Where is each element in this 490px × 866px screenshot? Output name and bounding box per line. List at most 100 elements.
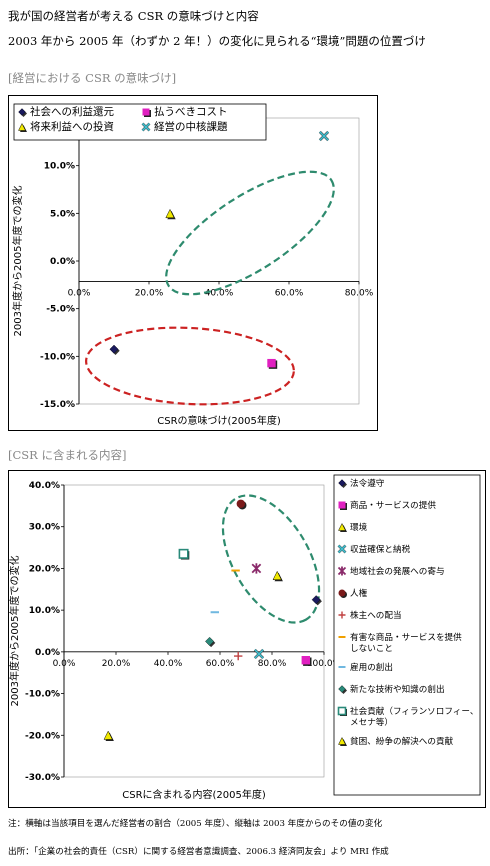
chart1-highlight-ellipse: [85, 326, 295, 406]
marker-shape: [272, 570, 282, 580]
chart1-y-tick-label: -10.0%: [40, 352, 75, 362]
chart2-legend-label: 有害な商品・サービスを提供: [350, 631, 462, 643]
marker-shape: [337, 544, 347, 554]
chart2-legend-marker: [338, 479, 347, 488]
marker-shape: [109, 344, 119, 354]
chart2-svg: 0.0% 20.0% 40.0% 60.0% 80.0% 100.0% -30.0% -20.…: [8, 474, 481, 801]
chart1-legend-marker: [18, 108, 27, 117]
chart1-svg: 0.0% 20.0% 40.0% 60.0% 80.0% -15.0% -10.0% -5.0…: [11, 103, 374, 427]
chart2-y-tick-label: -30.0%: [25, 773, 60, 783]
chart1-y-tick-label: 5.0%: [50, 209, 75, 219]
chart2-legend-label: しないこと: [350, 643, 393, 654]
chart1-x-tick-label: 80.0%: [345, 288, 374, 298]
chart2-y-tick-label: -20.0%: [25, 731, 60, 741]
chart2-x-tick-label: 40.0%: [154, 659, 183, 669]
chart2-x-axis-label: CSRに含まれる内容(2005年度): [122, 788, 266, 801]
chart1-y-tick-label: -5.0%: [46, 305, 75, 315]
chart2-y-tick-label: 20.0%: [29, 564, 60, 574]
chart2-panel: 0.0% 20.0% 40.0% 60.0% 80.0% 100.0% -30.0% -20.…: [8, 470, 486, 808]
chart2-legend-label: 地域社会の発展への寄与: [350, 565, 445, 577]
chart1-x-tick-label: 20.0%: [135, 288, 164, 298]
marker-shape: [337, 706, 347, 716]
chart2-data-point: [236, 499, 247, 510]
footer-note: 注：横軸は当該項目を選んだ経営者の割合（2005 年度）、縦軸は 2003 年度…: [8, 819, 383, 829]
chart2-legend-marker: [338, 611, 346, 619]
marker-shape: [338, 736, 346, 745]
marker-shape: [254, 649, 264, 659]
chart2-legend-marker: [337, 566, 347, 576]
marker-shape: [267, 358, 276, 368]
chart2-legend-label: 人権: [350, 587, 368, 599]
chart2-data-point: [251, 563, 262, 574]
page-subtitle: 2003 年から 2005 年（わずか 2 年！）の変化に見られる“環境”問題の…: [8, 34, 426, 48]
chart2-x-tick-label: 0.0%: [53, 659, 76, 669]
chart2-y-tick-label: 40.0%: [29, 481, 60, 491]
chart1-highlight-ellipse: [165, 170, 335, 296]
chart1-y-tick-label: 10.0%: [44, 162, 75, 172]
chart1-legend-marker: [18, 122, 27, 132]
chart1-legend-marker: [141, 122, 151, 132]
chart2-data-point: [234, 651, 243, 661]
chart1-data-point: [109, 344, 120, 355]
chart2-legend-label: 法令遵守: [350, 477, 385, 489]
chart2-legend-marker: [338, 589, 347, 598]
marker-shape: [251, 563, 262, 574]
marker-shape: [319, 131, 329, 141]
chart2-data-point: [311, 595, 322, 606]
chart1-y-axis-label: 2003年度から2005年度での変化: [11, 186, 24, 337]
marker-shape: [142, 108, 150, 116]
chart2-y-tick-label: -10.0%: [25, 690, 60, 700]
marker-shape: [18, 122, 26, 131]
marker-shape: [338, 522, 346, 531]
chart2-x-tick-label: 80.0%: [258, 659, 287, 669]
chart2-legend-marker: [338, 685, 347, 694]
chart2-legend-marker: [337, 706, 347, 716]
chart1-x-tick-label: 60.0%: [275, 288, 304, 298]
chart2-data-point: [178, 548, 190, 560]
chart2-data-point: [205, 636, 216, 648]
marker-shape: [141, 122, 151, 132]
chart2-x-tick-label: 100.0%: [307, 659, 342, 669]
chart2-x-tick-label: 60.0%: [206, 659, 235, 669]
chart1-data-point: [267, 358, 278, 369]
marker-shape: [338, 589, 346, 597]
chart2-legend: 法令遵守商品・サービスの提供環境収益確保と納税地域社会の発展への寄与人権株主への…: [333, 474, 481, 796]
chart2-data-point: [103, 730, 114, 741]
chart1-x-axis-label: CSRの意味づけ(2005年度): [157, 414, 281, 427]
chart1-legend-label: 経営の中核課題: [154, 120, 228, 133]
marker-shape: [18, 108, 26, 116]
marker-shape: [338, 479, 346, 487]
chart2-legend-label: 雇用の創出: [350, 661, 393, 673]
chart1-legend-label: 社会への利益還元: [30, 105, 114, 118]
chart1-legend-marker: [142, 108, 151, 117]
chart1-legend-label: 将来利益への投資: [30, 120, 114, 133]
chart1-x-tick-label: 0.0%: [68, 288, 91, 298]
chart2-legend-label: 株主への配当: [350, 609, 402, 621]
marker-shape: [338, 685, 346, 693]
section-label-meaning: [経営における CSR の意味づけ]: [8, 71, 177, 85]
chart1-data-point: [318, 130, 330, 142]
chart2-legend-label: 貧困、紛争の解決への貢献: [350, 735, 454, 747]
chart2-legend-marker: [337, 544, 347, 554]
page-title: 我が国の経営者が考える CSR の意味づけと内容: [8, 9, 259, 23]
chart2-legend-label: 新たな技術や知識の創出: [350, 683, 445, 695]
chart2-data-point: [301, 656, 312, 666]
marker-shape: [234, 651, 243, 661]
section-label-content: [CSR に含まれる内容]: [8, 448, 127, 462]
chart1-x-tick-label: 40.0%: [205, 288, 234, 298]
chart2-y-axis-label: 2003年度から2005年度での変化: [9, 556, 21, 707]
chart1-legend-box: [13, 103, 267, 141]
chart2-highlight-ellipse: [221, 494, 321, 624]
marker-shape: [338, 611, 346, 619]
marker-shape: [236, 499, 245, 508]
marker-shape: [205, 636, 215, 646]
marker-shape: [311, 595, 321, 605]
marker-shape: [338, 501, 346, 509]
chart2-y-tick-label: 10.0%: [29, 606, 60, 616]
chart2-legend-label: メセナ等）: [350, 716, 393, 728]
chart2-data-point: [253, 648, 265, 660]
marker-shape: [103, 730, 113, 740]
chart1-legend-label: 払うべきコスト: [154, 105, 228, 118]
chart2-plot-area: [63, 484, 325, 778]
